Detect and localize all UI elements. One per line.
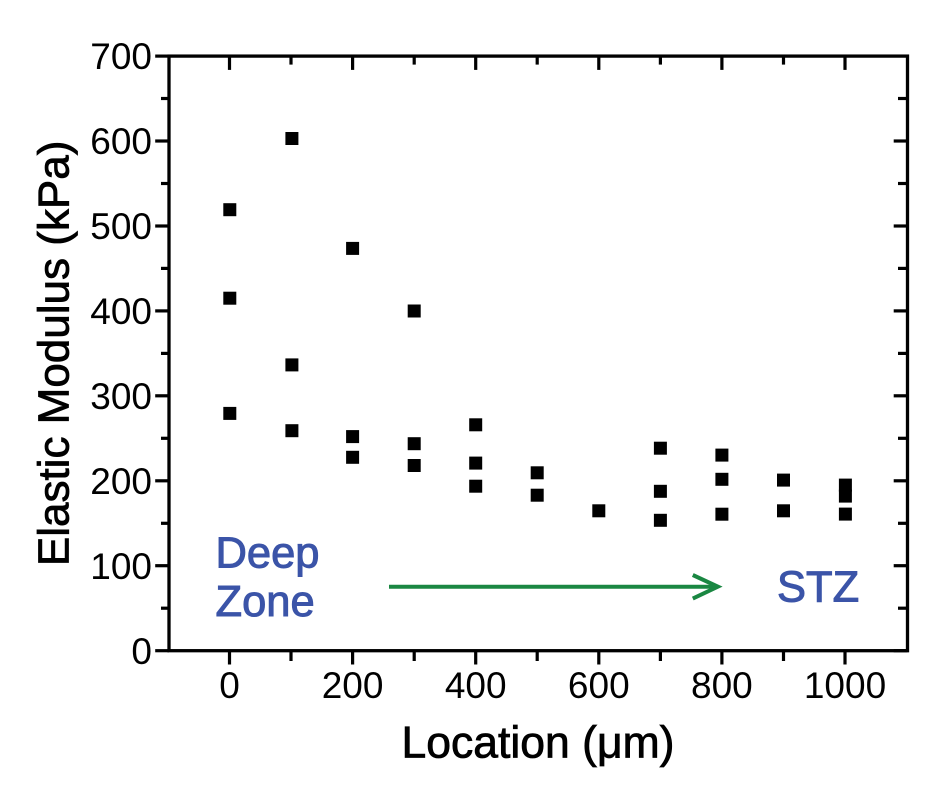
svg-text:100: 100 [90,546,152,587]
svg-text:400: 400 [445,665,507,706]
svg-text:Zone: Zone [216,578,315,626]
svg-text:300: 300 [90,376,152,417]
svg-text:700: 700 [90,36,152,77]
svg-text:Location (μm): Location (μm) [402,719,675,768]
svg-text:0: 0 [131,631,152,672]
svg-text:1000: 1000 [804,665,886,706]
svg-text:600: 600 [90,121,152,162]
svg-text:STZ: STZ [777,564,859,612]
svg-text:800: 800 [691,665,753,706]
svg-text:500: 500 [90,206,152,247]
svg-text:400: 400 [90,291,152,332]
svg-text:200: 200 [90,461,152,502]
svg-text:Deep: Deep [216,530,320,578]
svg-text:200: 200 [322,665,384,706]
svg-text:600: 600 [568,665,630,706]
svg-text:Elastic Modulus (kPa): Elastic Modulus (kPa) [30,141,79,566]
svg-text:0: 0 [219,665,240,706]
